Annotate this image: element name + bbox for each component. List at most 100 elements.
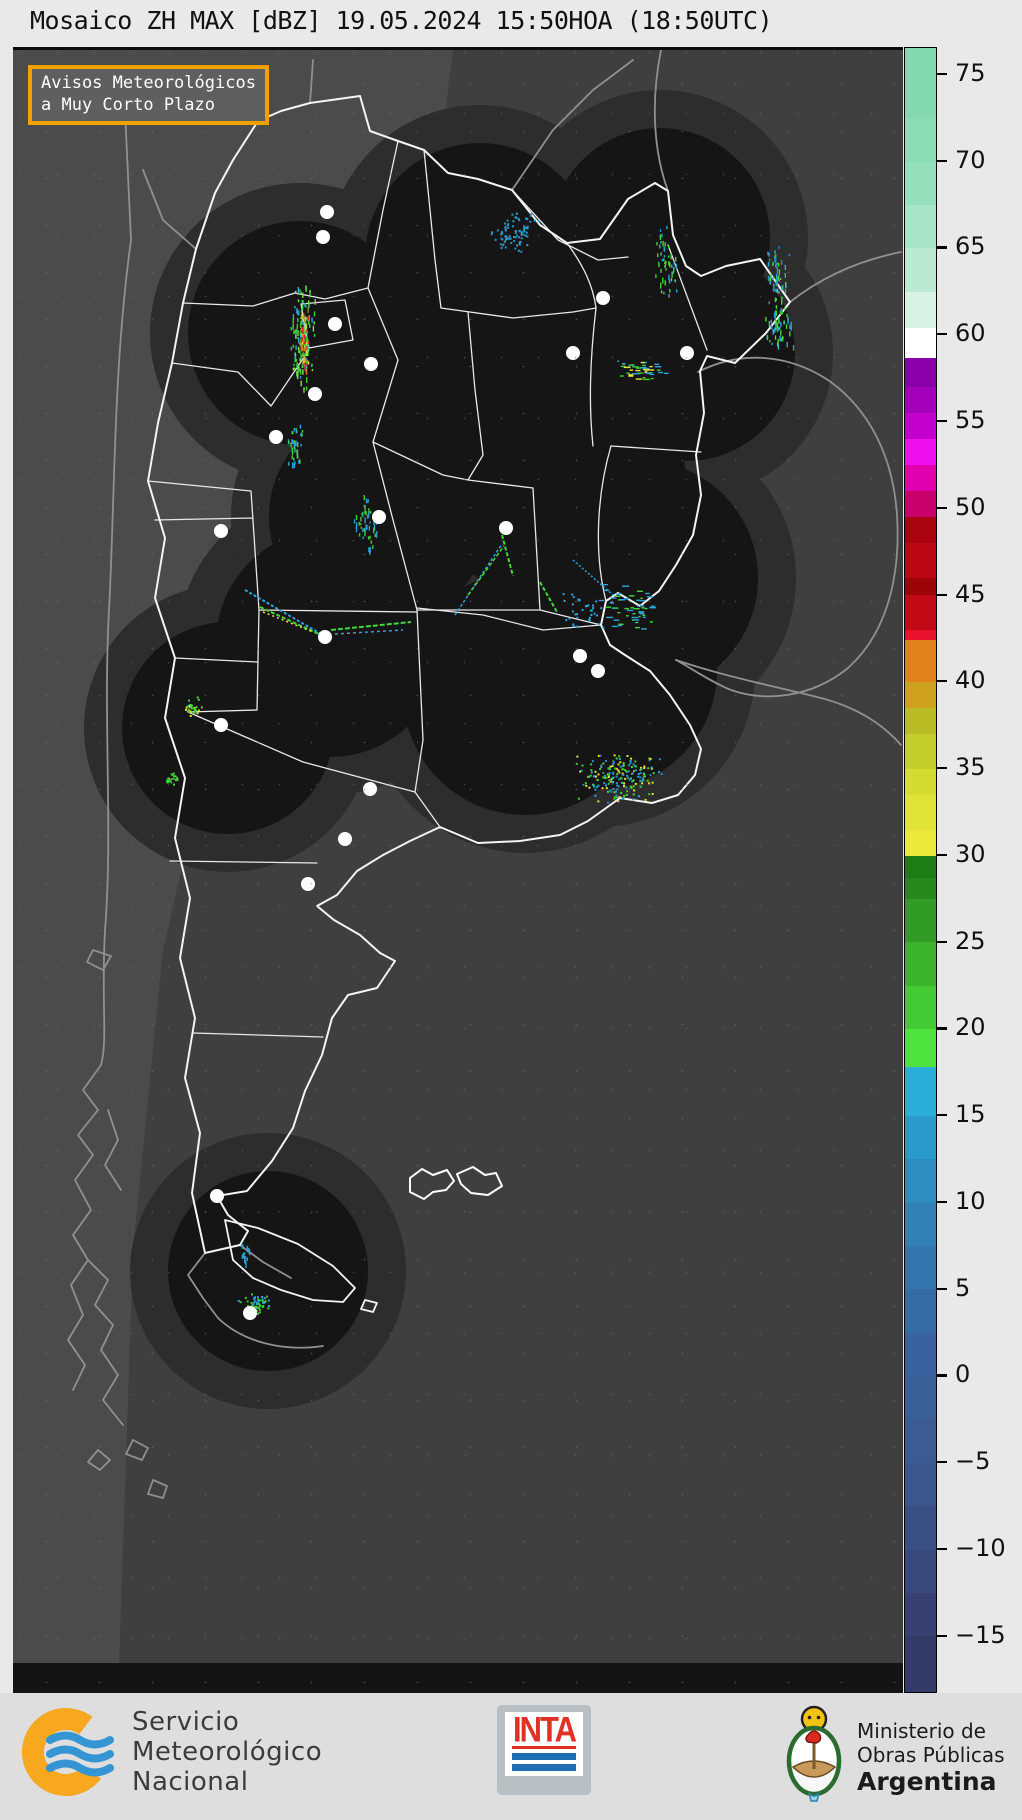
echo-pixel: [173, 777, 176, 780]
echo-pixel: [313, 311, 316, 317]
echo-pixel: [668, 278, 671, 284]
echo-pixel: [525, 234, 528, 237]
echo-pixel: [780, 260, 783, 265]
echo-pixel: [313, 321, 315, 325]
echo-pixel: [607, 801, 610, 804]
echo-pixel: [618, 796, 621, 799]
colorbar-tick-label: 40: [955, 666, 986, 695]
echo-pixel: [656, 369, 661, 371]
inta-red-bar: [512, 1746, 576, 1749]
echo-pixel: [774, 250, 776, 254]
echo-pixel: [185, 708, 188, 711]
echo-pixel: [783, 320, 785, 325]
echo-pixel: [658, 771, 660, 774]
echo-pixel: [663, 258, 665, 262]
echo-pixel: [605, 760, 607, 762]
echo-pixel: [630, 766, 633, 768]
colorbar-wrap: 75 70 65 60 55 50 45 40 35 30 25 20 15 10 5 0 −5 −10 −15: [904, 47, 1022, 1693]
echo-pixel: [608, 772, 611, 775]
echo-pixel: [596, 779, 599, 782]
echo-pixel: [767, 251, 769, 256]
echo-pixel: [617, 763, 620, 766]
echo-pixel: [600, 764, 603, 767]
echo-pixel: [638, 611, 644, 614]
echo-pixel: [294, 447, 296, 453]
echo-pixel: [644, 798, 647, 801]
echo-pixel: [627, 770, 630, 773]
echo-pixel: [516, 244, 519, 247]
echo-pixel: [591, 760, 594, 763]
radar-site-dot: [214, 524, 228, 538]
echo-pixel: [293, 463, 296, 469]
echo-pixel: [785, 282, 787, 288]
echo-pixel: [605, 784, 607, 787]
echo-pixel: [633, 373, 641, 375]
colorbar-stop: [905, 1289, 936, 1333]
echo-pixel: [619, 761, 622, 764]
echo-pixel: [595, 614, 598, 617]
colorbar-stop: [905, 248, 936, 292]
colorbar-tick-label: 65: [955, 232, 986, 261]
echo-pixel: [509, 237, 512, 240]
echo-pixel: [769, 281, 771, 285]
echo-pixel: [640, 597, 643, 599]
echo-pixel: [375, 532, 378, 538]
echo-pixel: [768, 301, 770, 305]
echo-pixel: [616, 788, 619, 791]
radar-site-dot: [573, 649, 587, 663]
echo-pixel: [784, 273, 786, 278]
echo-pixel: [308, 304, 310, 308]
echo-pixel: [374, 533, 376, 538]
echo-pixel: [607, 790, 609, 793]
echo-pixel: [298, 337, 300, 344]
echo-pixel: [302, 300, 304, 303]
inta-blue-bar-2: [512, 1764, 576, 1771]
echo-pixel: [196, 696, 199, 699]
echo-pixel: [297, 365, 299, 370]
echo-pixel: [365, 510, 367, 516]
malvinas-islands: [409, 1166, 503, 1200]
echo-pixel: [660, 268, 662, 273]
echo-pixel: [300, 307, 303, 314]
echo-pixel: [303, 313, 305, 320]
echo-pixel: [173, 783, 175, 786]
echo-pixel: [500, 237, 503, 240]
echo-pixel: [635, 378, 643, 380]
radar-site-dot: [301, 877, 315, 891]
echo-pixel: [300, 314, 303, 317]
echo-pixel: [780, 322, 782, 328]
echo-pixel: [618, 623, 624, 625]
echo-pixel: [364, 517, 366, 524]
echo-pixel: [295, 334, 297, 339]
echo-pixel: [306, 364, 308, 367]
smn-wordmark: Servicio Meteorológico Nacional: [132, 1707, 322, 1797]
echo-pixel: [780, 277, 782, 280]
echo-pixel: [766, 335, 769, 340]
echo-pixel: [305, 324, 307, 330]
echo-pixel: [571, 603, 574, 606]
colorbar-tick-label: −10: [955, 1533, 1006, 1562]
echo-pixel: [614, 767, 617, 770]
echo-pixel: [510, 242, 513, 244]
echo-pixel: [305, 286, 307, 292]
short-term-warnings-banner[interactable]: Avisos Meteorológicos a Muy Corto Plazo: [28, 65, 269, 125]
echo-pixel: [599, 768, 602, 771]
echo-pixel: [304, 366, 306, 371]
echo-pixel: [625, 786, 628, 789]
echo-pixel: [647, 767, 650, 770]
echo-pixel: [626, 609, 634, 612]
echo-pixel: [623, 785, 626, 788]
echo-pixel: [639, 776, 642, 779]
echo-pixel: [594, 788, 597, 791]
echo-pixel: [296, 376, 299, 380]
echo-pixel: [512, 225, 514, 228]
echo-pixel: [652, 772, 655, 775]
colorbar-tickmark: [937, 333, 947, 336]
echo-pixel: [769, 340, 771, 343]
colorbar-stop: [905, 1159, 936, 1203]
echo-pixel: [767, 262, 770, 267]
echo-pixel: [295, 345, 297, 350]
echo-pixel: [577, 598, 580, 601]
echo-pixel: [367, 511, 370, 518]
echo-pixel: [364, 510, 366, 514]
